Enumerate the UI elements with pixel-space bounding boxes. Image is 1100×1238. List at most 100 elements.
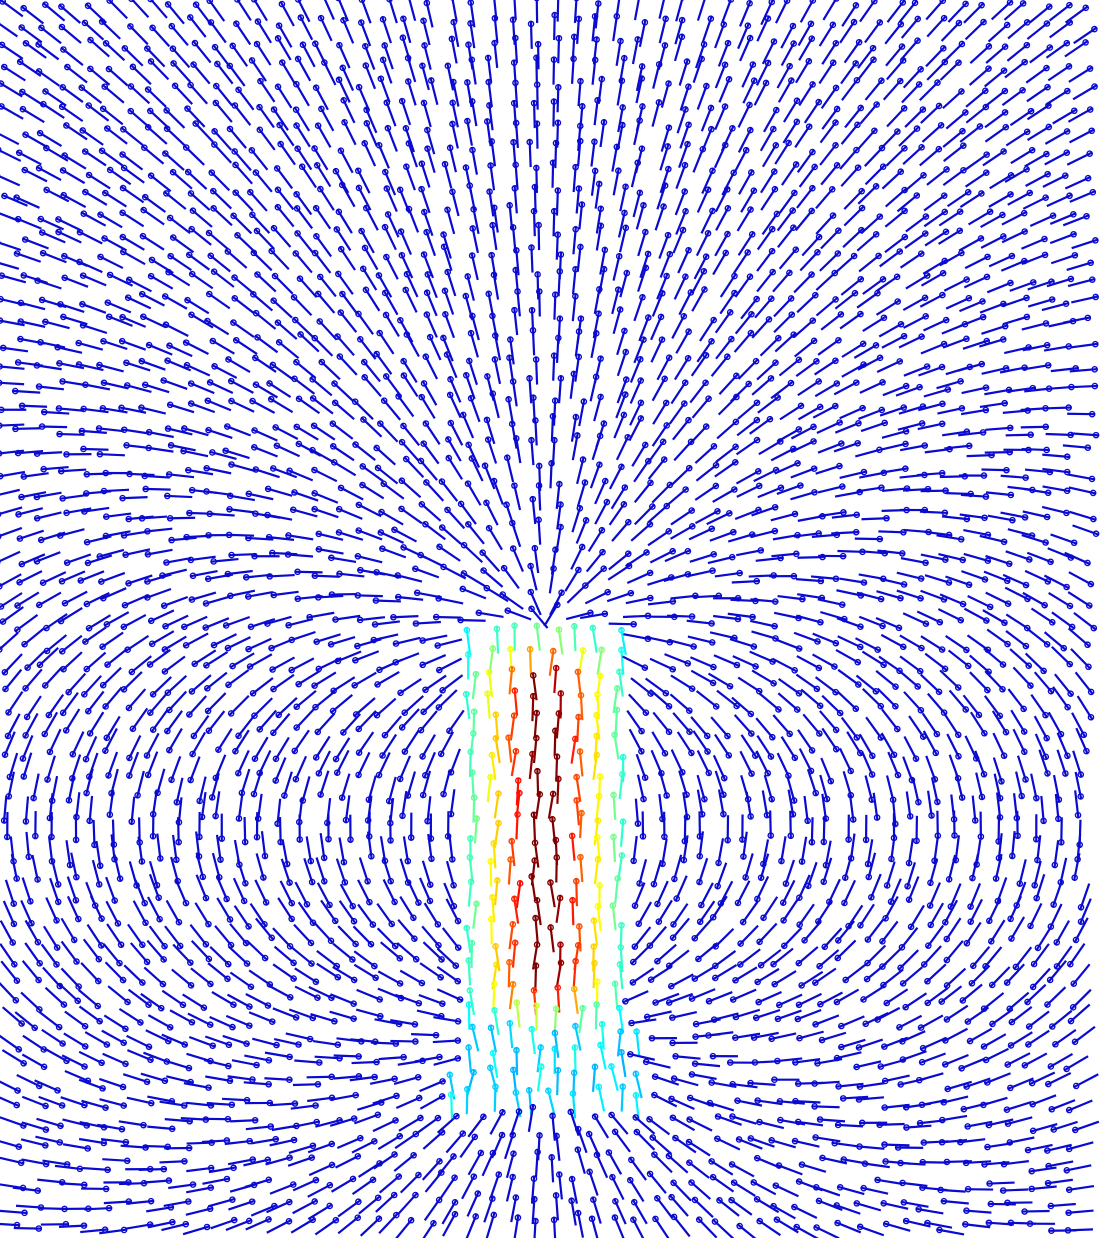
arrow-head [55, 228, 62, 236]
arrow-head [1000, 148, 1007, 155]
arrow-head [469, 146, 476, 154]
arrow-head [619, 121, 626, 129]
arrow [42, 1, 66, 22]
arrow-head [634, 36, 642, 43]
arrow-shaft [295, 145, 313, 171]
arrow-head [665, 80, 672, 87]
arrow-head [420, 99, 428, 107]
arrow-head [725, 75, 733, 83]
arrow-shaft [591, 56, 597, 85]
arrow-shaft [595, 205, 603, 234]
arrow-shaft [317, 185, 335, 211]
arrow-head [1063, 128, 1071, 135]
arrow-head [119, 209, 126, 217]
arrow [550, 98, 558, 127]
arrow-shaft [577, 137, 582, 167]
arrow [357, 19, 372, 47]
arrow-shaft [234, 232, 257, 254]
arrow-head [1066, 19, 1074, 26]
arrow-shaft [903, 172, 927, 193]
arrow [572, 163, 579, 193]
arrow-head [363, 106, 370, 114]
arrow [573, 0, 580, 24]
arrow-head [190, 61, 197, 68]
arrow-shaft [632, 189, 642, 218]
arrow [119, 184, 145, 204]
arrow [1029, 212, 1057, 227]
arrow [398, 97, 412, 126]
arrow [250, 0, 268, 22]
arrow-shaft [965, 104, 989, 124]
arrow-shaft [714, 103, 728, 130]
arrow [1066, 150, 1093, 166]
arrow [795, 207, 816, 231]
arrow-shaft [445, 206, 456, 235]
arrow [885, 145, 908, 167]
arrow-head [462, 164, 470, 171]
arrow [13, 194, 40, 209]
arrow [99, 105, 124, 126]
arrow [905, 213, 930, 233]
arrow-head [278, 59, 286, 66]
arrow-shaft [37, 216, 65, 231]
arrow-shaft [840, 121, 861, 145]
arrow [140, 206, 165, 226]
arrow [761, 210, 781, 236]
arrow [169, 168, 193, 190]
arrow-shaft [1010, 147, 1036, 165]
arrow [485, 78, 493, 107]
arrow [162, 150, 185, 171]
arrow [675, 208, 689, 235]
arrow-head [187, 190, 195, 197]
arrow [774, 139, 792, 165]
arrow-head [982, 103, 990, 111]
arrow-shaft [422, 208, 434, 237]
arrow-shaft [1026, 84, 1051, 103]
arrow [483, 118, 492, 147]
arrow-head [934, 79, 941, 86]
arrow [631, 36, 642, 65]
arrow [55, 216, 82, 232]
arrow-head [809, 184, 816, 192]
arrow-shaft [555, 334, 560, 363]
arrow-shaft [798, 35, 815, 61]
arrow [612, 13, 621, 42]
arrow-shaft [388, 0, 398, 24]
arrow-shaft [549, 460, 553, 489]
arrow [464, 79, 473, 108]
arrow [318, 105, 335, 132]
arrow [965, 87, 989, 108]
arrow-head [762, 79, 770, 87]
arrow-shaft [740, 187, 757, 213]
arrow [274, 186, 295, 211]
arrow [840, 121, 861, 145]
arrow-shaft [938, 209, 964, 227]
arrow-shaft [984, 88, 1008, 108]
arrow-head [678, 16, 686, 24]
arrow-head [534, 0, 540, 2]
arrow [294, 0, 311, 23]
arrow-shaft [552, 98, 556, 127]
arrow-head [144, 124, 152, 131]
arrow [210, 187, 233, 210]
arrow-head [35, 164, 43, 172]
arrow-head [144, 45, 151, 52]
arrow-shaft [253, 0, 268, 22]
arrow-shaft [861, 517, 890, 521]
arrow [120, 126, 144, 146]
arrow-head [958, 88, 965, 95]
arrow [211, 127, 233, 151]
arrow-shaft [658, 15, 668, 44]
arrow-head [214, 60, 221, 68]
arrow-head [483, 118, 491, 125]
arrow-shaft [230, 212, 253, 235]
arrow [234, 0, 252, 22]
arrow-shaft [531, 327, 536, 356]
arrow-shaft [42, 88, 67, 107]
arrow-head [853, 76, 861, 84]
arrow-shaft [422, 42, 432, 70]
arrow-shaft [406, 205, 420, 233]
arrow-shaft [131, 0, 150, 18]
arrow-head [896, 77, 904, 85]
